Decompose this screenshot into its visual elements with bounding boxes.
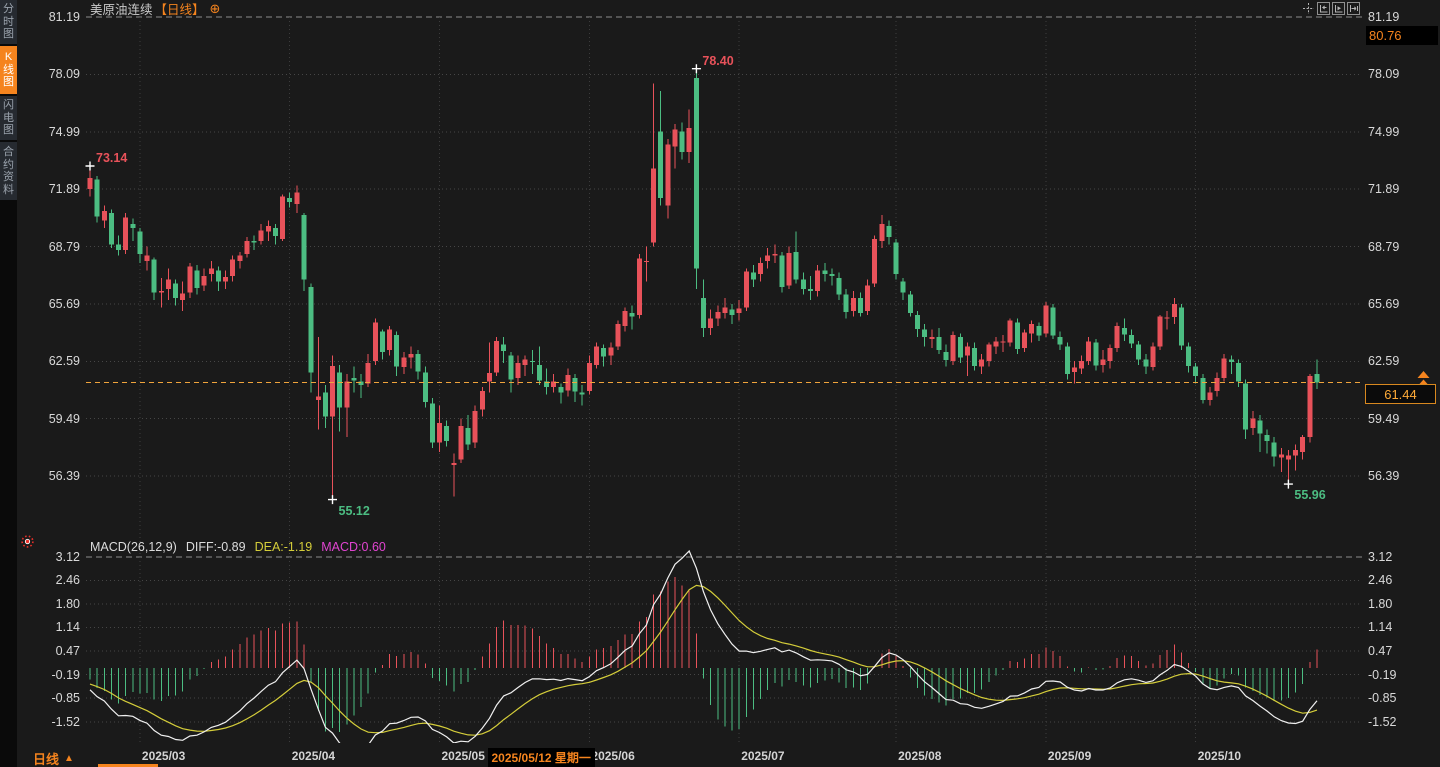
price-axis-label: 71.89 [48, 182, 80, 197]
period-selector[interactable]: 日线 ▲ [33, 749, 74, 767]
macd-axis-label: 0.47 [1368, 644, 1393, 659]
macd-axis-label: -1.52 [1368, 715, 1397, 729]
price-axis-label: 65.69 [1368, 296, 1400, 311]
sidebar-item-time-chart[interactable]: 分时图 [0, 0, 17, 44]
chart-title: 美原油连续 【日线】 ⊕ [90, 1, 221, 17]
crosshair-icon[interactable] [1302, 2, 1315, 15]
x-axis-month-label: 2025/07 [741, 749, 785, 763]
price-axis-label: 71.89 [1368, 182, 1400, 197]
macd-dea-value: DEA:-1.19 [254, 540, 313, 554]
highest-price-tag: 80.76 [1366, 26, 1438, 45]
x-axis-month-label: 2025/06 [591, 749, 635, 763]
period-label: 日线 [33, 752, 60, 767]
macd-axis-label: -1.52 [51, 715, 81, 729]
x-axis-month-label: 2025/04 [291, 749, 336, 763]
sidebar-item-contract-info[interactable]: 合约资料 [0, 142, 17, 200]
price-axis-label: 74.99 [1368, 124, 1400, 139]
play-forward-icon[interactable] [1332, 2, 1345, 15]
macd-name: MACD(26,12,9) [90, 540, 177, 554]
macd-axis-label: 1.80 [55, 596, 80, 611]
high-price-annotation: 73.14 [96, 151, 128, 165]
x-axis-month-label: 2025/09 [1047, 749, 1092, 763]
macd-axis-label: 1.80 [1368, 596, 1393, 611]
pan-left-icon[interactable] [1317, 2, 1330, 15]
macd-axis-label: 0.47 [55, 644, 80, 659]
macd-macd-value: MACD:0.60 [321, 540, 386, 554]
macd-axis-label: 1.14 [55, 620, 80, 635]
indicator-settings-icon[interactable] [20, 534, 35, 549]
chart-toolbar [1302, 2, 1360, 15]
macd-axis-label: -0.85 [1368, 691, 1397, 706]
x-axis-month-label: 2025/03 [141, 749, 186, 763]
price-axis-label: 68.79 [1368, 239, 1400, 254]
macd-axis-label: 2.46 [1368, 573, 1393, 588]
high-price-annotation: 78.40 [702, 53, 734, 68]
price-axis-label: 74.99 [48, 124, 80, 139]
x-axis-month-label: 2025/10 [1197, 749, 1242, 763]
scroll-indicator[interactable] [98, 764, 158, 767]
period-tag: 【日线】 [154, 3, 205, 17]
macd-diff-value: DIFF:-0.89 [185, 540, 246, 554]
macd-axis-label: 2.46 [55, 573, 80, 588]
price-axis-label: 56.39 [1368, 469, 1400, 484]
price-axis-label: 78.09 [48, 67, 80, 82]
price-axis-label: 56.39 [48, 469, 80, 484]
last-price-tag: 61.44 [1365, 384, 1436, 404]
low-price-annotation: 55.12 [338, 503, 370, 518]
x-axis-month-label: 2025/05 [441, 749, 485, 763]
highlighted-date-label: 2025/05/12 星期一 [487, 748, 595, 767]
macd-axis-label: -0.19 [1368, 667, 1397, 682]
price-axis-label: 78.09 [1368, 67, 1400, 82]
x-axis-month-label: 2025/08 [898, 749, 942, 763]
macd-axis-label: -0.85 [51, 691, 81, 706]
price-axis-label: 65.69 [48, 296, 80, 311]
low-price-annotation: 55.96 [1294, 488, 1326, 503]
macd-axis-label: 3.12 [55, 550, 80, 564]
price-axis-label: 59.49 [1368, 411, 1400, 426]
price-axis-label: 81.19 [1368, 10, 1400, 24]
macd-axis-label: 3.12 [1368, 550, 1393, 564]
macd-axis-label: -0.19 [51, 667, 81, 682]
jump-to-latest-icon[interactable] [1347, 2, 1360, 15]
price-axis-label: 59.49 [48, 411, 80, 426]
price-axis-label: 81.19 [48, 10, 80, 24]
price-axis-label: 62.59 [48, 354, 80, 369]
period-arrow-icon: ▲ [64, 753, 74, 764]
macd-axis-label: 1.14 [1368, 620, 1393, 635]
price-axis-label: 68.79 [48, 239, 80, 254]
macd-indicator-header: MACD(26,12,9) DIFF:-0.89 DEA:-1.19 MACD:… [90, 540, 386, 554]
sidebar-item-flash-chart[interactable]: 闪电图 [0, 96, 17, 140]
symbol-name: 美原油连续 [90, 3, 153, 17]
price-axis-label: 62.59 [1368, 354, 1400, 369]
add-indicator-icon[interactable]: ⊕ [209, 1, 221, 16]
